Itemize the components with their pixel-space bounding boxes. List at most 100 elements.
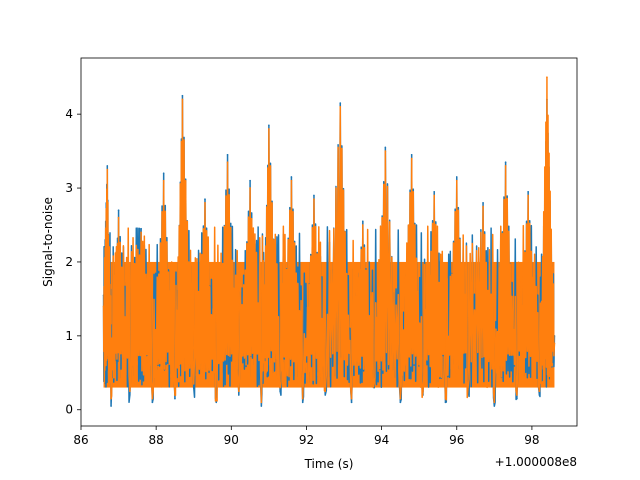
x-axis-label: Time (s) [304,457,354,471]
series-point [339,105,342,108]
series-point [362,224,364,226]
series-point [215,401,218,404]
series-point [140,231,142,234]
y-tick-label: 4 [65,107,73,121]
series-point [192,383,195,385]
series-layer [102,76,556,407]
series-point [140,227,142,230]
series-point [455,179,458,182]
series-point [493,405,496,407]
series-point [174,397,176,400]
series-point [339,102,342,104]
x-tick-label: 88 [149,433,164,447]
series-point [324,390,327,393]
series-point [290,176,293,178]
series-point [482,205,484,208]
series-point [204,202,206,204]
series-point [546,76,548,79]
series-point [117,216,120,219]
x-offset-label: +1.000008e8 [495,455,577,469]
x-tick-label: 94 [374,433,389,447]
series-point [444,397,447,400]
series-point [260,405,263,407]
series-point [129,390,131,393]
series-point [313,194,315,197]
series-point [215,397,218,400]
series-point [362,220,364,223]
x-tick-label: 86 [73,433,88,447]
x-tick-label: 96 [449,433,464,447]
series-point [151,401,154,404]
series-point [110,397,112,400]
series-point [422,390,424,393]
series-point [410,154,413,156]
x-tick-label: 90 [224,433,239,447]
series-point [538,390,541,393]
series-point [226,161,229,163]
series-point [433,190,436,193]
y-tick-label: 1 [65,329,73,343]
series-point [106,168,109,171]
x-tick-label: 98 [524,433,539,447]
series-point [117,209,120,212]
series-point [553,342,556,345]
series-point [493,401,496,404]
series-point [174,394,176,396]
series-point [268,128,270,130]
series-point [527,194,529,197]
series-point [162,179,165,182]
series-point [324,394,327,396]
series-point [373,383,375,385]
y-axis: 0 1 2 3 4 [65,107,81,417]
series-point [260,401,263,404]
series-point [444,401,447,404]
series-point [516,394,518,396]
y-axis-label: Signal-to-noise [41,197,55,287]
series-point [527,190,529,193]
series-point [350,401,353,404]
series-point [516,397,518,400]
series-point [433,194,436,197]
series-point [301,401,304,404]
y-tick-label: 3 [65,181,73,195]
series-point [538,394,541,396]
series-point [181,94,184,97]
series-point [399,397,402,400]
series-point [350,397,353,400]
y-tick-label: 2 [65,255,73,269]
series-point [399,401,402,404]
series-point [410,157,413,160]
series-point [301,397,304,400]
series-point [102,305,105,308]
axes-frame [80,57,578,427]
series-point [238,394,240,396]
series-point [238,390,240,393]
series-point [467,386,469,389]
series-point [129,394,131,396]
series-point [181,98,184,101]
series-point [204,198,206,200]
x-tick-label: 92 [299,433,314,447]
series-point [482,202,484,204]
series-point [290,179,293,182]
series-point [504,165,507,167]
series-point [279,386,281,389]
series-point [106,165,109,167]
series-point [192,386,195,389]
series-point [384,146,387,149]
series-point [279,390,281,393]
series-point [455,176,458,178]
series-point [268,124,270,127]
x-axis: 86 88 90 92 94 96 98 [73,426,540,447]
series-point [313,198,315,200]
series-point [226,154,229,156]
series-point [162,172,165,175]
series-point [384,150,387,152]
series-point [504,161,507,163]
series-point [249,187,251,189]
y-tick-label: 0 [65,403,73,417]
series-point [151,397,154,400]
series-point [110,405,112,407]
series-point [249,179,251,182]
